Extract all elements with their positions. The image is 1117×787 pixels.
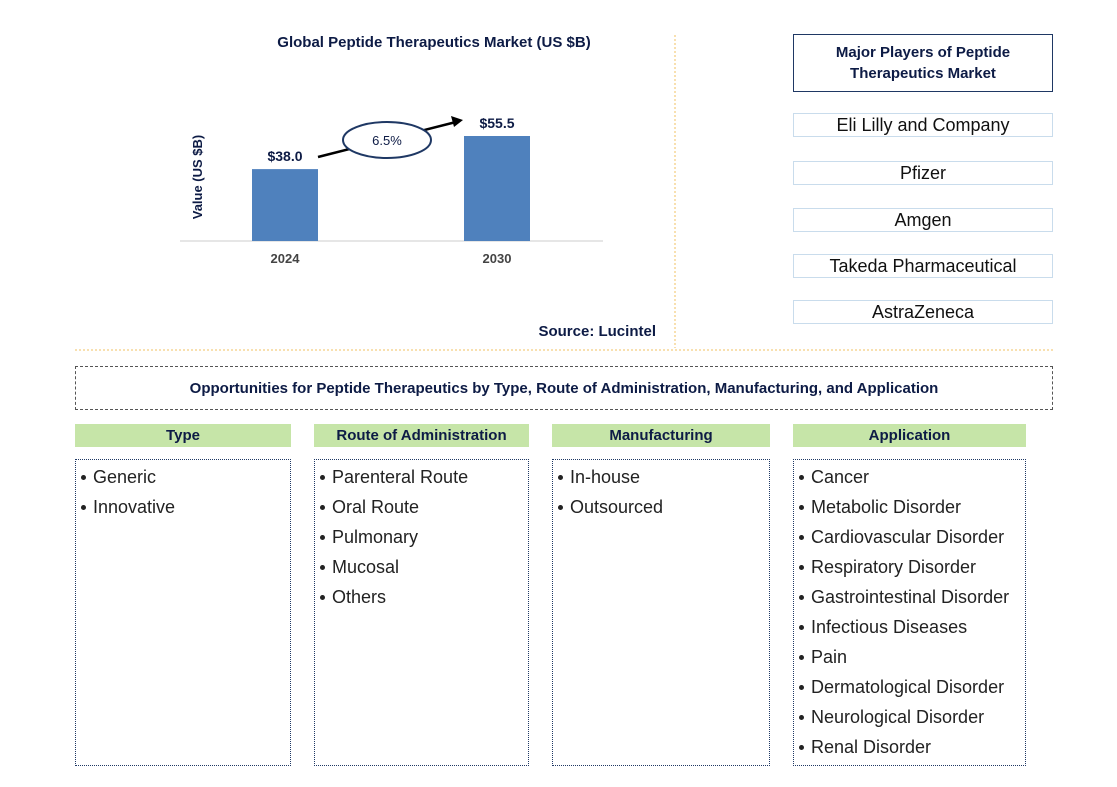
bar <box>464 136 530 241</box>
list-item: Pulmonary <box>319 522 528 552</box>
bullet <box>81 504 86 510</box>
item-text: Respiratory Disorder <box>811 557 977 577</box>
bullet <box>799 684 804 690</box>
column-list: In-house Outsourced <box>552 459 770 766</box>
list-item: Infectious Diseases <box>798 612 1025 642</box>
item-text: Others <box>332 587 387 607</box>
bullet <box>81 474 86 480</box>
players-title: Major Players of Peptide Therapeutics Ma… <box>793 34 1053 92</box>
value-label: $55.5 <box>479 115 514 131</box>
list-item: Gastrointestinal Disorder <box>798 582 1025 612</box>
list-item: Innovative <box>80 492 290 522</box>
list-item: Cardiovascular Disorder <box>798 522 1025 552</box>
item-text: Parenteral Route <box>332 467 469 487</box>
player: Eli Lilly and Company <box>793 113 1053 137</box>
list-item: Neurological Disorder <box>798 702 1025 732</box>
item-text: Cancer <box>811 467 870 487</box>
bullet <box>799 504 804 510</box>
bullet <box>799 564 804 570</box>
item-text: Neurological Disorder <box>811 707 985 727</box>
bar <box>252 169 318 241</box>
list-item: Others <box>319 582 528 612</box>
list-item: Dermatological Disorder <box>798 672 1025 702</box>
x-tick-label: 2030 <box>483 251 512 266</box>
chart: Global Peptide Therapeutics Market (US $… <box>75 34 1053 351</box>
bullet <box>799 534 804 540</box>
column-list: Parenteral Route Oral Route Pulmonary Mucos… <box>314 459 529 766</box>
opportunities-title: Opportunities for Peptide Therapeutics b… <box>75 366 1053 410</box>
list-item: Metabolic Disorder <box>798 492 1025 522</box>
bullet <box>558 474 563 480</box>
arrow-head <box>451 116 463 127</box>
x-tick-label: 2024 <box>271 251 301 266</box>
column-list: Cancer Metabolic Disorder Cardiovascular D… <box>793 459 1026 766</box>
item-text: Outsourced <box>570 497 664 517</box>
list-item: Cancer <box>798 462 1025 492</box>
source: Source: Lucintel <box>538 323 656 340</box>
list-item: In-house <box>557 462 769 492</box>
column-list: Generic Innovative <box>75 459 291 766</box>
chart-title: Global Peptide Therapeutics Market (US $… <box>277 34 590 51</box>
player: Takeda Pharmaceutical <box>793 254 1053 278</box>
item-text: Generic <box>93 467 157 487</box>
list-item: Pain <box>798 642 1025 672</box>
item-text: Infectious Diseases <box>811 617 968 637</box>
bullet <box>320 564 325 570</box>
list-item: Mucosal <box>319 552 528 582</box>
item-text: Cardiovascular Disorder <box>811 527 1005 547</box>
bullet <box>558 504 563 510</box>
item-text: Dermatological Disorder <box>811 677 1005 697</box>
player: Pfizer <box>793 161 1053 185</box>
bullet <box>799 744 804 750</box>
item-text: Oral Route <box>332 497 420 517</box>
column-header: Type <box>75 424 291 447</box>
column-header: Manufacturing <box>552 424 770 447</box>
item-text: Gastrointestinal Disorder <box>811 587 1010 607</box>
bullet <box>799 654 804 660</box>
bullet <box>320 504 325 510</box>
item-text: Pain <box>811 647 848 667</box>
item-text: Innovative <box>93 497 176 517</box>
bullet <box>320 474 325 480</box>
bullet <box>799 624 804 630</box>
list-item: Parenteral Route <box>319 462 528 492</box>
player: AstraZeneca <box>793 300 1053 324</box>
bullet <box>799 474 804 480</box>
list-item: Oral Route <box>319 492 528 522</box>
bullet <box>799 594 804 600</box>
y-axis-label: Value (US $B) <box>190 135 205 220</box>
item-text: Renal Disorder <box>811 737 932 757</box>
item-text: In-house <box>570 467 641 487</box>
value-label: $38.0 <box>267 148 302 164</box>
item-text: Metabolic Disorder <box>811 497 962 517</box>
list-item: Generic <box>80 462 290 492</box>
column-header: Route of Administration <box>314 424 529 447</box>
list-item: Respiratory Disorder <box>798 552 1025 582</box>
item-text: Mucosal <box>332 557 400 577</box>
list-item: Outsourced <box>557 492 769 522</box>
item-text: Pulmonary <box>332 527 419 547</box>
bullet <box>320 594 325 600</box>
bullet <box>320 534 325 540</box>
list-item: Renal Disorder <box>798 732 1025 762</box>
player: Amgen <box>793 208 1053 232</box>
growth-ellipse <box>342 121 432 159</box>
growth-label: 6.5% <box>372 133 402 148</box>
column-header: Application <box>793 424 1026 447</box>
bullet <box>799 714 804 720</box>
